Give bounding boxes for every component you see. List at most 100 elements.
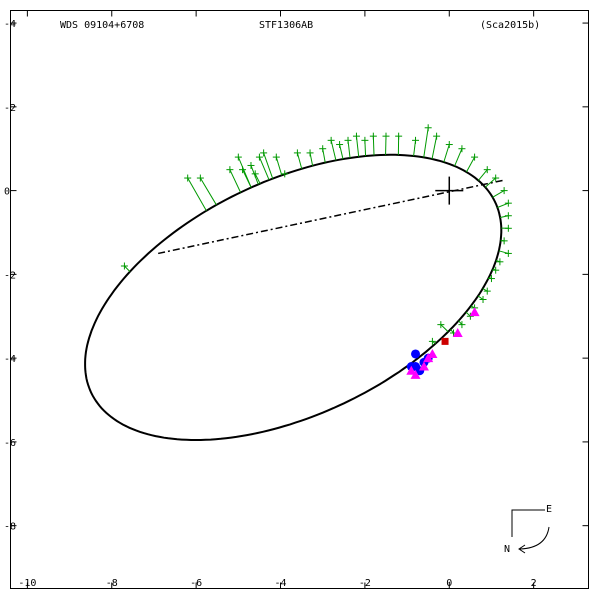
- residual-line: [497, 202, 509, 208]
- residual-line: [339, 144, 344, 160]
- residual-line: [199, 177, 217, 206]
- micrometer-point: [272, 153, 280, 161]
- line-of-nodes: [158, 179, 505, 255]
- micrometer-point: [492, 266, 500, 274]
- micrometer-point: [504, 224, 512, 232]
- residual-line: [454, 148, 463, 167]
- residual-line: [250, 165, 259, 185]
- micrometer-point: [260, 149, 268, 157]
- residual-line: [458, 320, 463, 325]
- micrometer-point: [196, 174, 204, 182]
- micrometer-point: [466, 312, 474, 320]
- speckle-point-magenta: [427, 348, 438, 358]
- compass-arrow-icon: [519, 526, 550, 550]
- x-tick-label: -10: [18, 578, 36, 589]
- residual-line: [440, 324, 449, 333]
- micrometer-point: [500, 237, 508, 245]
- speckle-point-blue: [411, 349, 421, 359]
- residual-line: [296, 152, 303, 169]
- residual-line: [258, 156, 270, 181]
- y-tick-label: -4: [4, 354, 16, 365]
- micrometer-point: [234, 153, 242, 161]
- residual-lines: [124, 127, 509, 345]
- micrometer-point: [487, 275, 495, 283]
- x-tick-label: -4: [274, 578, 286, 589]
- residual-line: [423, 127, 429, 158]
- y-tick-label: -8: [4, 522, 16, 533]
- compass-east-arm: [511, 509, 545, 537]
- micrometer-point: [483, 166, 491, 174]
- micrometer-point: [445, 141, 453, 149]
- compass: E N: [504, 504, 552, 555]
- speckle-point-magenta: [410, 369, 421, 379]
- micrometer-point: [483, 287, 491, 295]
- orbit-ellipse: [84, 153, 503, 441]
- residual-line: [254, 173, 261, 184]
- y-tick-label: -6: [4, 438, 16, 449]
- residual-line: [466, 156, 476, 173]
- speckle-point-magenta: [406, 365, 417, 375]
- residual-line: [229, 169, 242, 193]
- micrometer-point: [361, 136, 369, 144]
- micrometer-point: [344, 136, 352, 144]
- micrometer-point: [247, 161, 255, 169]
- micrometer-point: [479, 296, 487, 303]
- x-axis-ticks: -10 -8 -6 -4 -2 0 2: [18, 10, 537, 589]
- micrometer-point: [120, 262, 128, 270]
- micrometer-point: [226, 166, 234, 174]
- micrometer-point: [184, 174, 192, 182]
- micrometer-point: [433, 132, 441, 140]
- speckle-point-red: [441, 337, 449, 345]
- micrometer-point: [319, 145, 327, 153]
- reference-label: (Sca2015b): [480, 20, 540, 31]
- residual-line: [275, 156, 283, 176]
- residual-line: [263, 152, 274, 179]
- micrometer-point: [504, 249, 512, 257]
- micrometer-point: [500, 187, 508, 195]
- micrometer-point: [458, 321, 466, 329]
- residual-line: [465, 311, 471, 317]
- micrometer-point: [458, 145, 466, 153]
- y-tick-label: -2: [4, 103, 16, 114]
- micrometer-point: [251, 170, 259, 178]
- residual-line: [187, 177, 207, 211]
- wds-label: WDS 09104+6708: [60, 20, 144, 31]
- x-tick-label: -2: [359, 578, 371, 589]
- micrometer-point: [424, 124, 432, 132]
- micrometer-point: [327, 136, 335, 144]
- compass-arrowhead-icon: [518, 544, 526, 554]
- residual-line: [124, 265, 131, 272]
- micrometer-point: [255, 153, 263, 161]
- y-tick-label: 0: [4, 187, 10, 198]
- micrometer-point: [395, 132, 403, 140]
- micrometer-point: [412, 136, 420, 144]
- primary-star-icon: [435, 176, 464, 205]
- residual-line: [477, 295, 484, 300]
- micrometer-point: [471, 153, 479, 161]
- micrometer-point: [293, 149, 301, 157]
- compass-east-label: E: [546, 504, 552, 515]
- micrometer-point: [496, 258, 504, 266]
- residual-line: [492, 190, 505, 198]
- y-axis-ticks: -4 -2 0 -2 -4 -6 -8: [4, 19, 589, 533]
- x-tick-label: -8: [106, 578, 118, 589]
- residual-line: [484, 177, 497, 188]
- micrometer-point: [336, 141, 344, 149]
- micrometer-point: [369, 132, 377, 140]
- y-tick-label: -4: [4, 19, 16, 30]
- micrometer-point: [492, 174, 500, 182]
- micrometer-point: [382, 132, 390, 140]
- residual-line: [330, 140, 337, 161]
- compass-north-label: N: [504, 544, 510, 555]
- speckle-point-magenta: [469, 307, 480, 317]
- residual-line: [443, 144, 450, 163]
- residual-line: [477, 169, 488, 181]
- y-tick-label: -2: [4, 270, 16, 281]
- micrometer-point: [437, 321, 445, 329]
- micrometer-point: [281, 170, 289, 178]
- micrometer-point: [352, 132, 360, 140]
- plot-frame: [10, 10, 589, 589]
- x-tick-label: 2: [531, 578, 537, 589]
- micrometer-point: [306, 149, 314, 157]
